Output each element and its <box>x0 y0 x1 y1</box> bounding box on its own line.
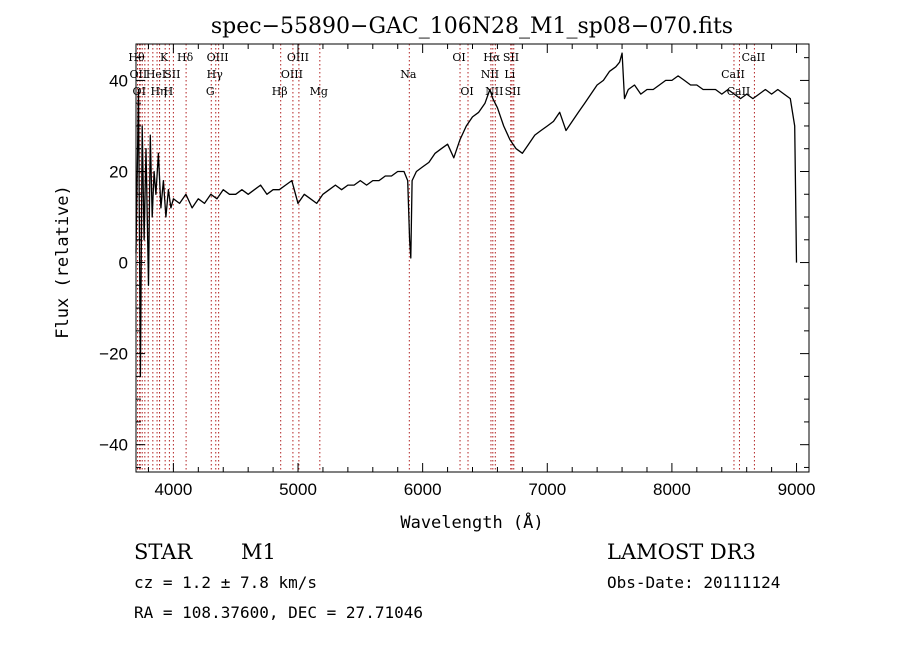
line-marker-label: HeI <box>146 68 166 81</box>
y-tick-label: −20 <box>99 345 128 364</box>
line-marker-label: OIII <box>281 68 303 81</box>
line-marker-label: NII <box>481 68 499 81</box>
obs-date: Obs-Date: 20111124 <box>607 573 780 592</box>
line-marker-label: CaII <box>727 85 751 98</box>
survey-name: LAMOST DR3 <box>607 540 756 564</box>
line-marker-label: OI <box>452 51 465 64</box>
y-tick-label: 0 <box>119 254 128 273</box>
obs-date-value: Obs-Date: 20111124 <box>607 573 781 592</box>
coordinates-value: RA = 108.37600, DEC = 27.71046 <box>134 603 423 622</box>
line-marker-label: SII <box>505 85 521 98</box>
y-tick-label: 40 <box>109 71 128 90</box>
line-marker-label: OIII <box>207 51 229 64</box>
y-tick-label: 20 <box>109 162 128 181</box>
line-marker-label: Hη <box>150 85 166 98</box>
line-marker-label: OII <box>130 68 148 81</box>
line-marker-label: Hδ <box>177 51 194 64</box>
line-marker-label: H <box>164 85 174 98</box>
x-axis-label: Wavelength (Å) <box>400 511 543 533</box>
line-marker-label: Li <box>504 68 515 81</box>
object-class-value: STAR <box>134 540 193 564</box>
line-marker-label: CaII <box>742 51 766 64</box>
line-marker-group <box>136 44 755 472</box>
line-marker-label: G <box>206 85 215 98</box>
x-axis: 4000 5000 6000 7000 8000 9000 <box>147 44 816 499</box>
line-marker-label: Na <box>400 68 417 81</box>
line-marker-label: OI <box>460 85 473 98</box>
chart-title: spec−55890−GAC_106N28_M1_sp08−070.fits <box>211 14 733 39</box>
y-axis-label: Flux (relative) <box>53 185 73 339</box>
line-marker-label: NII <box>485 85 503 98</box>
x-tick-label: 8000 <box>653 480 691 499</box>
object-class: STAR <box>134 540 192 564</box>
x-tick-label: 6000 <box>404 480 442 499</box>
coordinates: RA = 108.37600, DEC = 27.71046 <box>134 603 423 622</box>
x-tick-label: 9000 <box>778 480 816 499</box>
x-tick-label: 7000 <box>528 480 566 499</box>
survey-name-value: LAMOST DR3 <box>607 540 756 564</box>
velocity-value: cz = 1.2 ± 7.8 km/s <box>134 573 318 592</box>
y-axis: −40 −20 0 20 40 <box>99 57 809 468</box>
object-subclass: M1 <box>241 540 276 564</box>
y-tick-label: −40 <box>99 436 128 455</box>
plot-frame <box>135 43 810 473</box>
x-tick-label: 5000 <box>279 480 317 499</box>
line-marker-label: OI <box>133 85 146 98</box>
line-marker-label: Hγ <box>207 68 224 81</box>
object-subclass-value: M1 <box>241 540 276 564</box>
line-marker-label-group: HθOIIOIHeIHηKHSIIHδGHγOIIIHβOIIIOIIIMgNa… <box>128 51 765 98</box>
line-marker-label: K <box>160 51 169 64</box>
line-marker-label: Mg <box>310 85 328 98</box>
line-marker-label: Hα <box>483 51 501 64</box>
line-marker-label: SII <box>503 51 519 64</box>
line-marker-label: SII <box>164 68 180 81</box>
x-tick-label: 4000 <box>154 480 192 499</box>
line-marker-label: CaII <box>721 68 745 81</box>
spectrum-series-flux <box>135 52 798 378</box>
line-marker-label: OIII <box>287 51 309 64</box>
velocity-readout: cz = 1.2 ± 7.8 km/s <box>134 573 317 592</box>
line-marker-label: Hβ <box>272 85 288 98</box>
